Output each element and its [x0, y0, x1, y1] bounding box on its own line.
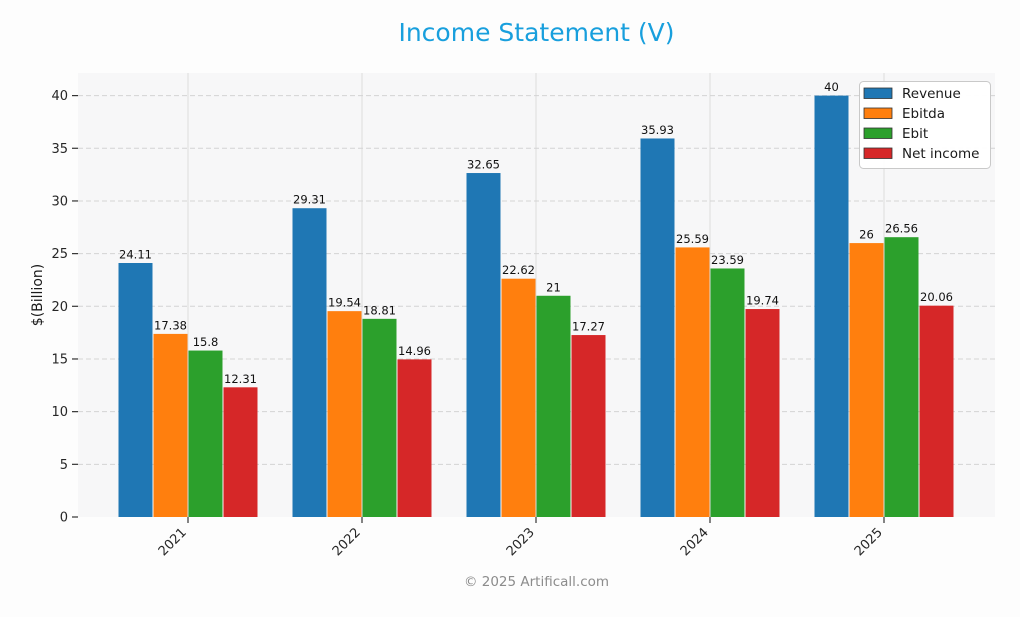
- y-tick-label: 10: [51, 405, 68, 420]
- bar-net-income-2023: [571, 335, 606, 517]
- legend-swatch-revenue: [863, 87, 893, 99]
- x-tick-label: 2021: [156, 525, 190, 559]
- bar-value-label: 20.06: [920, 290, 953, 304]
- bar-value-label: 17.27: [572, 320, 605, 334]
- bar-revenue-2023: [466, 173, 501, 517]
- y-tick-label: 40: [51, 89, 68, 104]
- x-tick-label: 2022: [330, 525, 364, 559]
- bar-value-label: 35.93: [641, 123, 674, 137]
- bar-value-label: 29.31: [293, 193, 326, 207]
- bar-value-label: 19.74: [746, 294, 779, 308]
- bar-value-label: 15.8: [193, 335, 219, 349]
- bar-ebit-2021: [188, 350, 223, 517]
- y-tick-label: 30: [51, 194, 68, 209]
- bar-value-label: 40: [824, 80, 839, 94]
- bar-value-label: 24.11: [119, 248, 152, 262]
- bar-net-income-2024: [745, 309, 780, 517]
- y-tick-label: 20: [51, 300, 68, 315]
- bar-net-income-2021: [223, 387, 258, 517]
- bar-revenue-2024: [640, 138, 675, 517]
- bar-value-label: 26.56: [885, 222, 918, 236]
- y-tick-label: 15: [51, 352, 68, 367]
- bar-ebitda-2025: [849, 243, 884, 517]
- x-tick-label: 2023: [504, 525, 538, 559]
- bar-value-label: 26: [859, 228, 874, 242]
- x-tick-label: 2025: [852, 525, 886, 559]
- bar-value-label: 21: [546, 280, 561, 294]
- legend-swatch-net-income: [863, 147, 893, 159]
- bar-value-label: 32.65: [467, 158, 500, 172]
- bar-ebit-2023: [536, 295, 571, 517]
- bar-ebit-2024: [710, 268, 745, 517]
- bar-revenue-2021: [118, 263, 153, 517]
- bar-revenue-2025: [814, 95, 849, 517]
- legend-swatch-ebitda: [863, 107, 893, 119]
- footer-credit: © 2025 Artificall.com: [463, 574, 610, 590]
- y-tick-label: 0: [60, 511, 68, 526]
- bar-value-label: 22.62: [502, 263, 535, 277]
- bar-value-label: 18.81: [363, 303, 396, 317]
- y-tick-label: 35: [51, 142, 68, 157]
- legend-label: Ebitda: [902, 106, 945, 122]
- bar-value-label: 19.54: [328, 296, 361, 310]
- bar-net-income-2025: [919, 305, 954, 517]
- bar-net-income-2022: [397, 359, 432, 517]
- x-tick-label: 2024: [678, 525, 712, 559]
- bar-ebit-2022: [362, 318, 397, 517]
- bar-ebitda-2021: [153, 333, 188, 517]
- bar-value-label: 23.59: [711, 253, 744, 267]
- bar-revenue-2022: [292, 208, 327, 517]
- bar-ebitda-2023: [501, 278, 536, 517]
- legend-box: [859, 81, 991, 169]
- bar-ebit-2025: [884, 237, 919, 517]
- legend-label: Revenue: [902, 86, 961, 102]
- chart-title: Income Statement (V): [398, 18, 675, 47]
- y-tick-label: 5: [60, 458, 68, 473]
- bar-value-label: 17.38: [154, 318, 187, 332]
- bar-ebitda-2022: [327, 311, 362, 517]
- legend-label: Net income: [902, 146, 979, 162]
- legend-swatch-ebit: [863, 127, 893, 139]
- bar-value-label: 25.59: [676, 232, 709, 246]
- bar-value-label: 14.96: [398, 344, 431, 358]
- legend-label: Ebit: [902, 126, 928, 142]
- bar-ebitda-2024: [675, 247, 710, 517]
- y-tick-label: 25: [51, 247, 68, 262]
- bar-value-label: 12.31: [224, 372, 257, 386]
